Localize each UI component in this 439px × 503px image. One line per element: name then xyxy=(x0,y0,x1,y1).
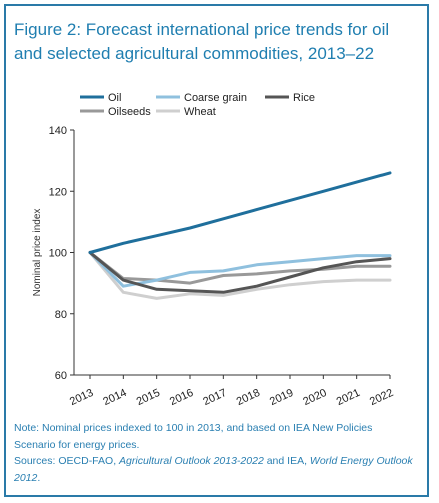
x-tick-label-2014: 2014 xyxy=(101,387,128,408)
sources-title-2: World Energy Outlook 2012 xyxy=(14,455,413,484)
series-line-oilseeds xyxy=(88,251,392,285)
legend-label-oilseeds: Oilseeds xyxy=(108,106,151,118)
x-tick-label-2015: 2015 xyxy=(135,387,162,408)
series-line-rice xyxy=(88,251,392,294)
x-tick-label-2019: 2019 xyxy=(268,387,295,408)
x-tick-label-2017: 2017 xyxy=(201,387,228,408)
sources-prefix: Sources: OECD-FAO, xyxy=(14,455,120,467)
series-line-wheat xyxy=(88,251,392,300)
sources-title-1: Agricultural Outlook 2013-2022 xyxy=(119,455,264,467)
figure-title: Figure 2: Forecast international price t… xyxy=(14,20,390,63)
sources-mid: and IEA, xyxy=(263,455,310,467)
figure-frame xyxy=(4,4,429,497)
y-tick-label-120: 120 xyxy=(49,186,67,198)
figure-note: Note: Nominal prices indexed to 100 in 2… xyxy=(14,420,414,486)
y-tick-label-80: 80 xyxy=(55,309,67,321)
legend-label-oil: Oil xyxy=(108,92,121,104)
legend-label-wheat: Wheat xyxy=(184,106,216,118)
legend-label-rice: Rice xyxy=(293,92,315,104)
line-chart: 60 80 100 120 140 2013 2014 2015 2016 2017 2018 201… xyxy=(32,92,395,408)
y-tick-label-60: 60 xyxy=(55,370,67,382)
x-tick-label-2021: 2021 xyxy=(335,387,362,408)
legend-label-coarse-grain: Coarse grain xyxy=(184,92,247,104)
x-tick-label-2022: 2022 xyxy=(368,387,395,408)
y-axis-label: Nominal price index xyxy=(32,209,43,297)
x-tick-label-2020: 2020 xyxy=(301,387,328,408)
y-tick-label-100: 100 xyxy=(49,248,67,260)
sources-end: . xyxy=(37,471,41,484)
x-tick-label-2013: 2013 xyxy=(68,387,95,408)
y-tick-label-140: 140 xyxy=(49,125,67,137)
series-line-oil xyxy=(88,171,392,254)
x-tick-label-2018: 2018 xyxy=(235,387,262,408)
x-tick-label-2016: 2016 xyxy=(168,387,195,408)
note-text: Note: Nominal prices indexed to 100 in 2… xyxy=(14,422,373,451)
